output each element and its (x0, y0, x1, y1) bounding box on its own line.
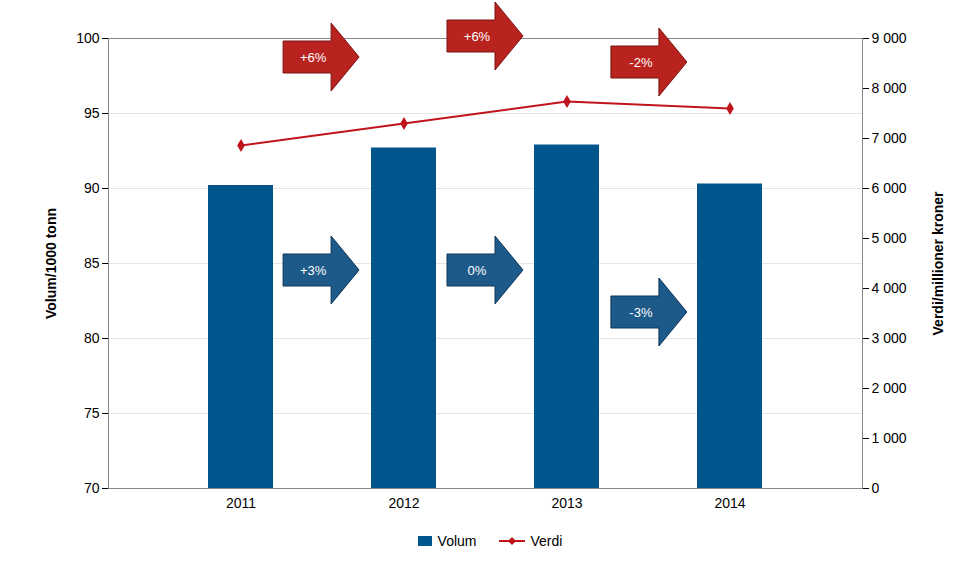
svg-text:0%: 0% (468, 263, 487, 278)
svg-text:+6%: +6% (464, 29, 491, 44)
svg-text:2012: 2012 (388, 495, 419, 511)
html-text:Verdi: Verdi (530, 533, 563, 549)
svg-text:95: 95 (84, 105, 100, 121)
svg-text:0: 0 (872, 480, 880, 496)
svg-text:3 000: 3 000 (872, 330, 907, 346)
svg-text:90: 90 (84, 180, 100, 196)
svg-text:85: 85 (84, 255, 100, 271)
svg-text:+6%: +6% (300, 50, 327, 65)
svg-text:Volum/1000 tonn: Volum/1000 tonn (43, 208, 59, 319)
svg-text:100: 100 (76, 30, 100, 46)
svg-text:5 000: 5 000 (872, 230, 907, 246)
svg-text:70: 70 (84, 480, 100, 496)
svg-text:-3%: -3% (629, 305, 653, 320)
svg-text:2014: 2014 (714, 495, 745, 511)
svg-text:1 000: 1 000 (872, 430, 907, 446)
svg-text:6 000: 6 000 (872, 180, 907, 196)
svg-text:8 000: 8 000 (872, 80, 907, 96)
svg-text:2013: 2013 (551, 495, 582, 511)
svg-text:2011: 2011 (226, 495, 256, 511)
svg-text:4 000: 4 000 (872, 280, 907, 296)
svg-text:Verdi/millioner kroner: Verdi/millioner kroner (930, 191, 946, 335)
svg-text:7 000: 7 000 (872, 130, 907, 146)
svg-text:+3%: +3% (300, 263, 327, 278)
html-text:Volum: Volum (437, 533, 477, 549)
svg-text:80: 80 (84, 330, 100, 346)
svg-text:75: 75 (84, 405, 100, 421)
svg-text:2 000: 2 000 (872, 380, 907, 396)
svg-text:9 000: 9 000 (872, 30, 907, 46)
svg-text:-2%: -2% (629, 55, 653, 70)
